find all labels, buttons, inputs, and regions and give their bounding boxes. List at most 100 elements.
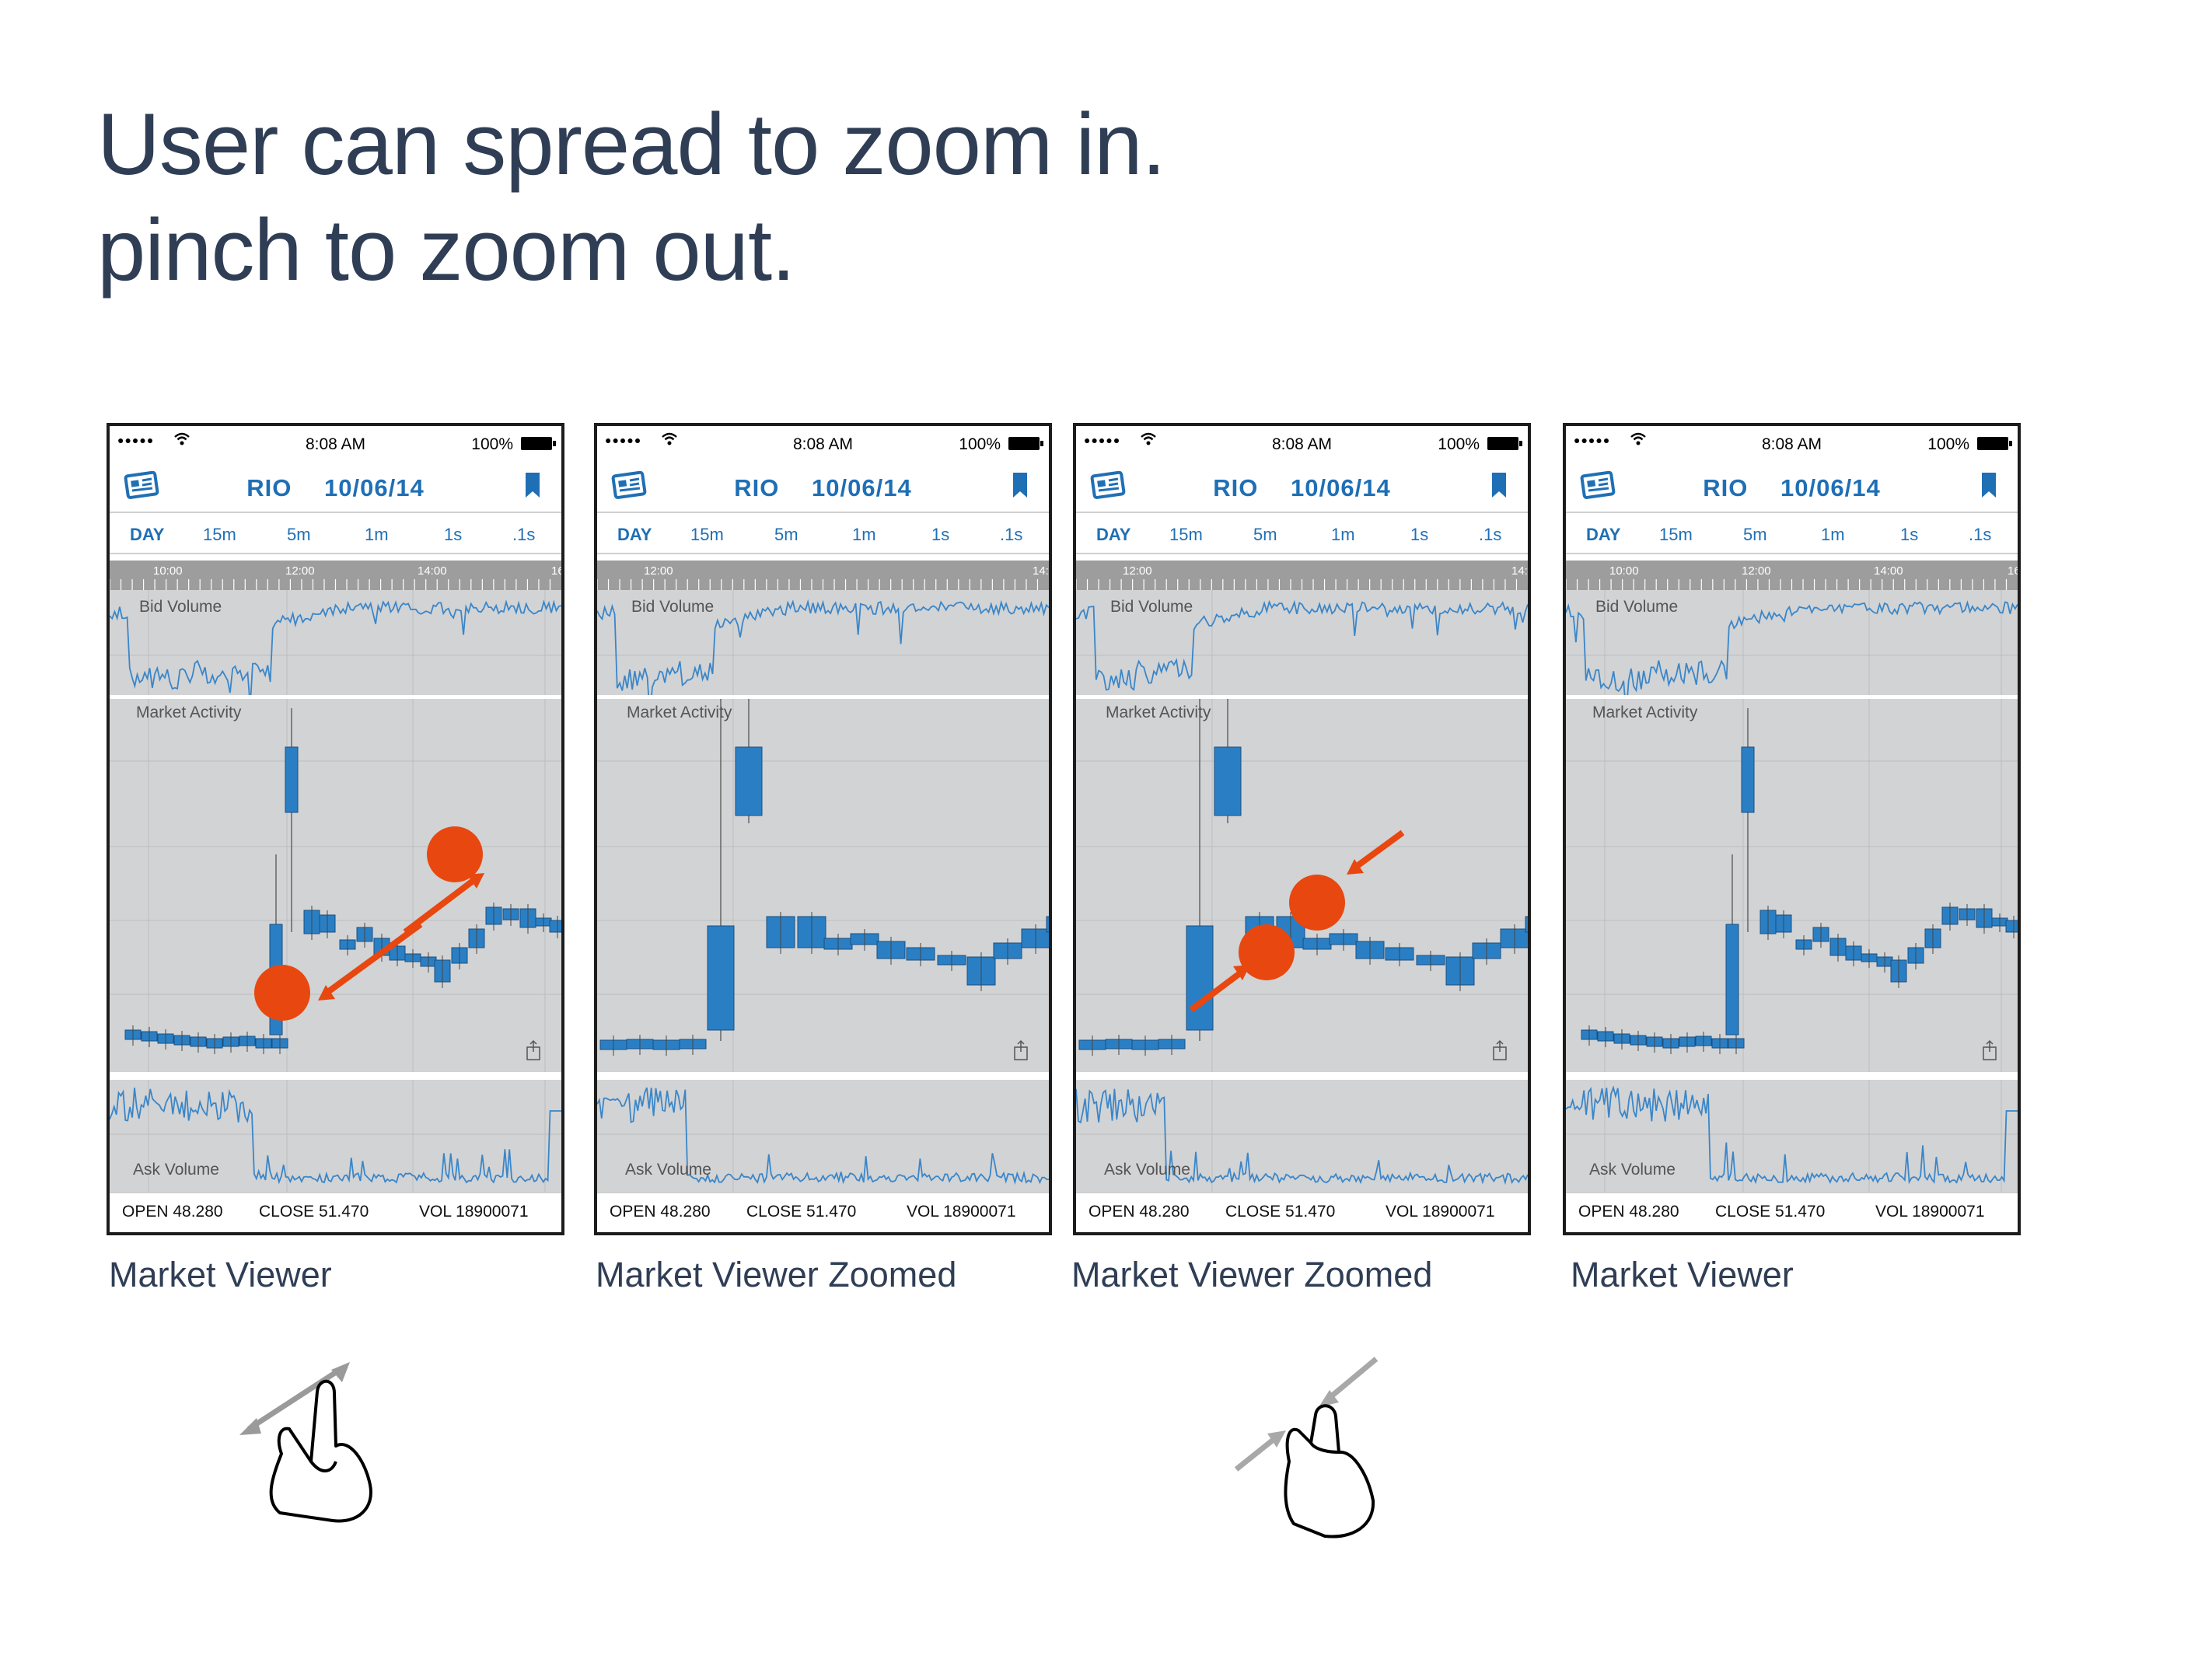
- news-icon[interactable]: [610, 471, 647, 501]
- wifi-icon: [1630, 432, 1646, 445]
- phone-screen-3: ●●●●● 8:08 AM 100% RIO 10/06/14: [1073, 423, 1531, 1235]
- stock-symbol: RIO: [246, 474, 292, 501]
- nav-title: RIO 10/06/14: [597, 474, 1049, 502]
- touch-point: [1289, 875, 1345, 931]
- market-activity-panel: [110, 699, 561, 1072]
- open-value: OPEN 48.280: [610, 1203, 711, 1221]
- tab-15m[interactable]: 15m: [203, 525, 236, 544]
- phone-screen-2: ●●●●● 8:08 AM 100% RIO 10/06/14: [594, 423, 1052, 1235]
- stock-date: 10/06/14: [1291, 474, 1391, 501]
- battery-percent: 100%: [471, 435, 513, 453]
- tab-1m[interactable]: 1m: [1331, 525, 1355, 544]
- volume-value: VOL 18900071: [907, 1203, 1016, 1221]
- tab-DAY[interactable]: DAY: [1586, 525, 1621, 544]
- bookmark-icon[interactable]: [1980, 473, 1997, 499]
- timeframe-tabs: DAY 15m 5m 1m 1s .1s: [597, 514, 1049, 551]
- tab-5m[interactable]: 5m: [1743, 525, 1767, 544]
- page-headline: User can spread to zoom in. pinch to zoo…: [97, 92, 1166, 303]
- ask-volume-label: Ask Volume: [133, 1161, 219, 1179]
- signal-strength-icon: ●●●●●: [605, 434, 642, 446]
- time-axis-tick: 12:00: [644, 564, 673, 578]
- tab-1m[interactable]: 1m: [365, 525, 389, 544]
- market-chart[interactable]: 10:00 12:00 14:00 16: [1566, 561, 2018, 1210]
- tab-5m[interactable]: 5m: [1253, 525, 1277, 544]
- time-axis-tick: 16: [551, 564, 561, 578]
- tab-1s[interactable]: 1s: [1900, 525, 1919, 544]
- ask-volume-label: Ask Volume: [625, 1161, 711, 1179]
- tab-15m[interactable]: 15m: [1169, 525, 1203, 544]
- tab-dot1s[interactable]: .1s: [1000, 525, 1023, 544]
- tab-1s[interactable]: 1s: [1410, 525, 1429, 544]
- screen-caption-1: Market Viewer: [109, 1255, 332, 1294]
- nav-divider: [110, 512, 561, 513]
- status-time: 8:08 AM: [1271, 435, 1333, 453]
- market-chart[interactable]: 12:00 14:00: [1076, 561, 1528, 1210]
- bid-volume-label: Bid Volume: [631, 598, 715, 616]
- share-icon: [526, 1039, 540, 1060]
- time-axis-tick: 12:00: [1742, 564, 1771, 578]
- pinch-gesture-icon: [1234, 1357, 1379, 1539]
- time-axis-tick: 12:00: [285, 564, 315, 578]
- battery-icon: [1487, 437, 1522, 450]
- stock-date: 10/06/14: [324, 474, 425, 501]
- market-chart[interactable]: 10:00 12:00 14:00 16: [110, 561, 561, 1210]
- battery-percent: 100%: [959, 435, 1001, 453]
- summary-footer: OPEN 48.280 CLOSE 51.470 VOL 18900071: [1076, 1192, 1528, 1232]
- bid-volume-panel: [1076, 590, 1528, 695]
- tab-DAY[interactable]: DAY: [617, 525, 652, 544]
- tab-1m[interactable]: 1m: [1821, 525, 1845, 544]
- bookmark-icon[interactable]: [1012, 473, 1029, 499]
- spread-touch-overlay: [254, 826, 484, 1021]
- touch-point: [1239, 924, 1295, 980]
- tab-5m[interactable]: 5m: [287, 525, 311, 544]
- tab-DAY[interactable]: DAY: [130, 525, 165, 544]
- candle: [1525, 916, 1528, 933]
- wifi-icon: [1141, 432, 1156, 445]
- battery-icon: [1008, 437, 1043, 450]
- status-time: 8:08 AM: [792, 435, 854, 453]
- wifi-icon: [174, 432, 190, 445]
- bookmark-icon[interactable]: [524, 473, 541, 499]
- tab-1s[interactable]: 1s: [444, 525, 463, 544]
- news-icon[interactable]: [122, 471, 159, 501]
- open-value: OPEN 48.280: [1578, 1203, 1679, 1221]
- tab-5m[interactable]: 5m: [774, 525, 798, 544]
- volume-value: VOL 18900071: [419, 1203, 529, 1221]
- stock-symbol: RIO: [1213, 474, 1259, 501]
- headline-line-2: pinch to zoom out.: [97, 201, 795, 299]
- tab-DAY[interactable]: DAY: [1096, 525, 1131, 544]
- tab-dot1s[interactable]: .1s: [512, 525, 536, 544]
- summary-footer: OPEN 48.280 CLOSE 51.470 VOL 18900071: [1566, 1192, 2018, 1232]
- open-value: OPEN 48.280: [122, 1203, 223, 1221]
- spread-gesture-icon: [239, 1362, 372, 1523]
- candle: [735, 746, 763, 816]
- stock-date: 10/06/14: [812, 474, 912, 501]
- ask-volume-line: [597, 1087, 1049, 1185]
- tab-15m[interactable]: 15m: [1659, 525, 1693, 544]
- nav-title: RIO 10/06/14: [1566, 474, 2018, 502]
- tab-15m[interactable]: 15m: [690, 525, 724, 544]
- close-value: CLOSE 51.470: [746, 1203, 857, 1221]
- candle: [707, 925, 735, 1031]
- ask-volume-label: Ask Volume: [1104, 1161, 1190, 1179]
- status-bar: ●●●●● 8:08 AM 100%: [1076, 426, 1528, 457]
- bookmark-icon[interactable]: [1490, 473, 1508, 499]
- open-value: OPEN 48.280: [1089, 1203, 1190, 1221]
- bid-volume-panel: [597, 590, 1049, 695]
- market-activity-label: Market Activity: [627, 704, 732, 721]
- tab-1s[interactable]: 1s: [931, 525, 950, 544]
- timeframe-tabs: DAY 15m 5m 1m 1s .1s: [1566, 514, 2018, 551]
- news-icon[interactable]: [1089, 471, 1126, 501]
- time-axis-tick: 16: [2008, 564, 2018, 578]
- close-value: CLOSE 51.470: [1715, 1203, 1826, 1221]
- tab-dot1s[interactable]: .1s: [1969, 525, 1992, 544]
- tab-dot1s[interactable]: .1s: [1479, 525, 1502, 544]
- time-axis-tick: 10:00: [153, 564, 183, 578]
- news-icon[interactable]: [1578, 471, 1616, 501]
- candle: [1186, 925, 1214, 1031]
- market-activity-label: Market Activity: [136, 704, 242, 721]
- market-chart[interactable]: 12:00 14:00: [597, 561, 1049, 1210]
- screen-caption-3: Market Viewer Zoomed: [1071, 1255, 1433, 1294]
- signal-strength-icon: ●●●●●: [117, 434, 155, 446]
- tab-1m[interactable]: 1m: [852, 525, 876, 544]
